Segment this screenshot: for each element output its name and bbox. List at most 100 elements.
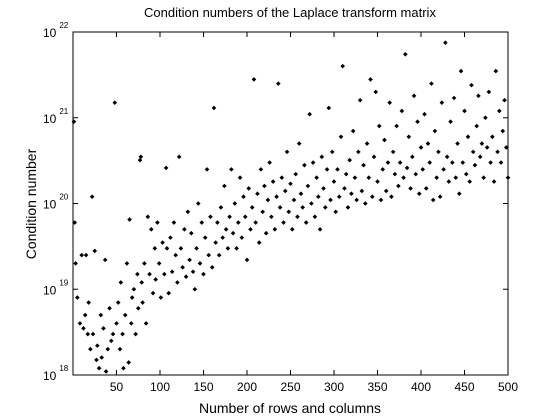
point — [288, 181, 293, 187]
point — [420, 167, 426, 172]
point — [246, 186, 252, 191]
point — [303, 220, 309, 225]
point — [467, 179, 473, 184]
point — [218, 205, 224, 210]
point — [105, 346, 111, 352]
point — [302, 162, 307, 168]
point — [258, 167, 264, 172]
point — [279, 175, 285, 180]
point — [352, 175, 358, 180]
point — [98, 312, 104, 318]
point — [476, 93, 481, 99]
point — [495, 149, 500, 155]
point — [81, 326, 86, 331]
point — [295, 214, 300, 220]
x-tick-label: 100 — [150, 380, 170, 394]
point — [185, 209, 191, 215]
point — [220, 235, 225, 240]
point — [411, 93, 417, 99]
point — [443, 40, 448, 46]
point — [216, 252, 222, 258]
point — [406, 134, 412, 140]
point — [430, 197, 436, 203]
point — [248, 227, 253, 232]
point — [364, 141, 370, 146]
point — [206, 252, 212, 258]
point — [281, 220, 286, 225]
point — [260, 209, 265, 215]
point — [389, 194, 394, 200]
point — [465, 134, 471, 140]
point — [502, 97, 507, 103]
x-tick-label: 350 — [367, 380, 387, 394]
point — [427, 160, 432, 165]
point — [120, 331, 125, 337]
x-tick-label: 450 — [454, 380, 474, 394]
point — [310, 160, 316, 165]
point — [270, 179, 276, 184]
point — [262, 183, 267, 189]
point — [236, 220, 241, 225]
point — [195, 201, 201, 206]
point — [408, 186, 413, 191]
point — [319, 154, 325, 160]
point — [101, 326, 106, 331]
point — [347, 157, 352, 163]
point — [202, 235, 208, 240]
point — [143, 321, 149, 326]
point — [158, 295, 164, 300]
point — [133, 331, 138, 337]
point — [469, 82, 474, 88]
point — [142, 261, 147, 266]
point — [363, 201, 368, 206]
point — [413, 171, 419, 177]
point — [129, 295, 135, 300]
point — [190, 269, 196, 275]
point — [329, 149, 335, 155]
x-tick-label: 250 — [280, 380, 300, 394]
point — [242, 214, 248, 220]
point — [456, 191, 462, 197]
point — [470, 149, 476, 155]
point — [71, 119, 77, 124]
point — [378, 197, 384, 203]
point — [274, 194, 279, 200]
chart-title: Condition numbers of the Laplace transfo… — [144, 5, 436, 20]
point — [340, 63, 345, 69]
point — [462, 108, 467, 114]
point — [460, 160, 466, 165]
point — [305, 183, 311, 189]
point — [436, 149, 441, 155]
point — [164, 246, 170, 251]
x-tick-label: 500 — [498, 380, 518, 394]
point — [345, 205, 351, 210]
point — [176, 154, 182, 160]
point — [328, 197, 333, 203]
point — [380, 167, 386, 172]
point — [383, 188, 389, 194]
point — [481, 175, 486, 180]
point — [126, 360, 131, 365]
point — [92, 248, 98, 254]
point — [385, 160, 391, 165]
point — [139, 280, 145, 285]
point — [197, 261, 203, 266]
point — [498, 160, 504, 165]
point — [490, 134, 495, 140]
point — [108, 338, 114, 344]
point — [376, 123, 382, 129]
point — [192, 286, 198, 292]
point — [296, 141, 302, 146]
point — [234, 246, 239, 251]
y-tick-label: 1019 — [43, 278, 69, 297]
point — [276, 81, 281, 86]
point — [201, 271, 206, 277]
point — [486, 89, 492, 95]
point — [187, 257, 192, 263]
point — [199, 220, 205, 225]
point — [477, 154, 483, 160]
point — [314, 175, 319, 180]
point — [114, 321, 119, 326]
point — [166, 290, 171, 296]
